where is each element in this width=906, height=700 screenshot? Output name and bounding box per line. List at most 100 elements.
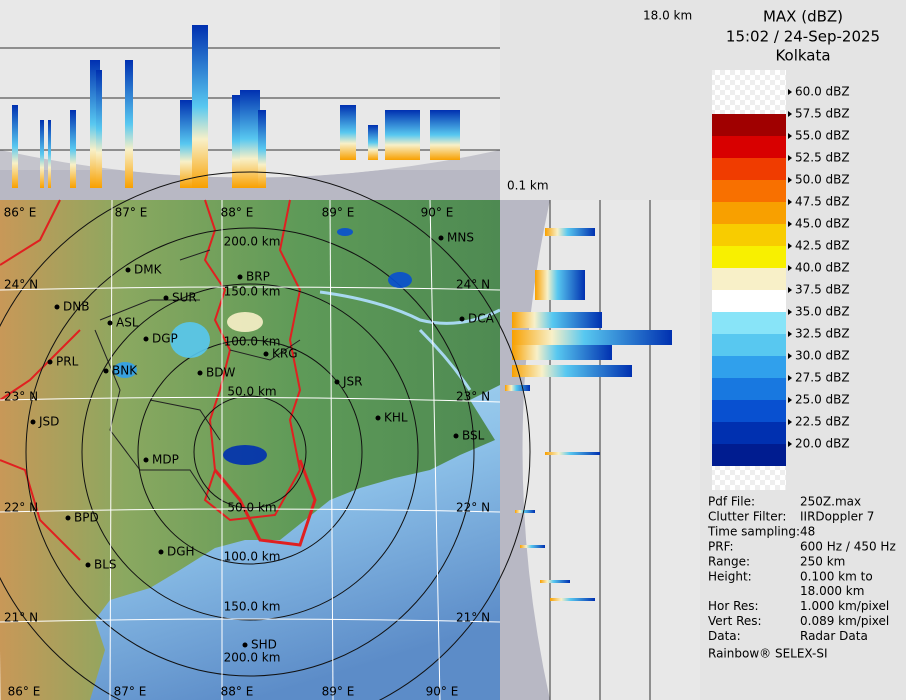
city-label: MDP [152, 453, 179, 467]
legend-swatch [712, 290, 786, 312]
echo [192, 25, 208, 188]
info-value: 1.000 km/pixel [800, 599, 889, 613]
legend-label: 25.0 dBZ [795, 393, 850, 407]
legend-tick [788, 265, 792, 271]
lon-label: 90° E [426, 685, 459, 699]
map-labels: 86° E 87° E 88° E 89° E 90° E 86° E 87° E 88° E… [4, 206, 495, 699]
legend-label: 30.0 dBZ [795, 349, 850, 363]
legend-swatch [712, 224, 786, 246]
city-dot [453, 433, 459, 439]
legend-label: 27.5 dBZ [795, 371, 850, 385]
range-label: 100.0 km [224, 550, 281, 564]
legend-swatch [712, 378, 786, 400]
top-profile [0, 0, 500, 200]
city-label: DCA [468, 312, 495, 326]
legend-tick [788, 309, 792, 315]
legend-swatch [712, 202, 786, 224]
title: MAX (dBZ) [763, 8, 843, 26]
city-dot [143, 336, 149, 342]
legend-label: 60.0 dBZ [795, 85, 850, 99]
lon-label: 90° E [421, 206, 454, 220]
city-dot [334, 379, 340, 385]
range-ring [81, 283, 419, 621]
info-value: Radar Data [800, 629, 868, 643]
city-label: KRG [272, 347, 298, 361]
lat-label: 22° N [456, 501, 490, 515]
range-label: 200.0 km [224, 651, 281, 665]
info-value: IIRDoppler 7 [800, 510, 874, 524]
range-label: 50.0 km [227, 501, 276, 515]
legend-swatch [712, 400, 786, 422]
range-ring [137, 339, 363, 565]
echo [96, 70, 102, 188]
legend-swatch [712, 158, 786, 180]
parallel [0, 618, 501, 623]
lon-label: 87° E [115, 206, 148, 220]
lat-label: 24° N [456, 278, 490, 292]
meridian [329, 199, 334, 700]
city-dot [242, 642, 248, 648]
legend-tick [788, 111, 792, 117]
echo [550, 598, 595, 601]
side-profile [500, 200, 700, 700]
legend: 60.0 dBZ 57.5 dBZ 55.0 dBZ 52.5 dBZ 50.0 dBZ… [712, 70, 850, 490]
legend-label: 57.5 dBZ [795, 107, 850, 121]
timestamp: 15:02 / 24-Sep-2025 [726, 28, 880, 46]
graticule [0, 171, 531, 700]
map: 86° E 87° E 88° E 89° E 90° E 86° E 87° E 88° E… [0, 171, 531, 700]
city-dot [125, 267, 131, 273]
lon-label: 86° E [8, 685, 41, 699]
echo [368, 125, 378, 160]
info-key: Data: [708, 629, 741, 643]
range-label: 200.0 km [224, 235, 281, 249]
echo [40, 120, 44, 188]
echo [70, 110, 76, 188]
echo [170, 322, 210, 358]
echo [232, 95, 240, 188]
boundary [0, 199, 302, 561]
echo [340, 105, 356, 160]
echo [240, 90, 260, 188]
city-label: BPD [74, 511, 99, 525]
legend-tick [788, 331, 792, 337]
echo [545, 228, 595, 236]
boundary [213, 459, 317, 547]
info-key: Pdf File: [708, 495, 755, 509]
legend-label: 45.0 dBZ [795, 217, 850, 231]
legend-swatch [712, 268, 786, 290]
echo [545, 452, 600, 455]
legend-label: 40.0 dBZ [795, 261, 850, 275]
range-label: 100.0 km [224, 335, 281, 349]
info-value: 250 km [800, 555, 845, 569]
meridian [109, 199, 113, 700]
echo [540, 580, 570, 583]
legend-label: 52.5 dBZ [795, 151, 850, 165]
legend-tick [788, 419, 792, 425]
legend-swatch [712, 136, 786, 158]
range-ring [0, 171, 531, 700]
city-label: KHL [384, 411, 408, 425]
lon-label: 88° E [221, 206, 254, 220]
lon-label: 89° E [322, 206, 355, 220]
echo [505, 385, 530, 391]
echo [515, 510, 535, 513]
echo [385, 110, 420, 160]
legend-label: 35.0 dBZ [795, 305, 850, 319]
city-dot [163, 295, 169, 301]
echo [258, 110, 266, 188]
legend-tick [788, 221, 792, 227]
top-height-label: 18.0 km [643, 9, 692, 23]
city-dot [375, 415, 381, 421]
legend-tick [788, 441, 792, 447]
lon-label: 89° E [322, 685, 355, 699]
river [319, 290, 501, 391]
legend-tick [788, 89, 792, 95]
lat-label: 24° N [4, 278, 38, 292]
echo [12, 105, 18, 188]
info-key: Vert Res: [708, 614, 762, 628]
city-label: ASL [116, 316, 139, 330]
echo-group [113, 228, 412, 465]
legend-tick [788, 177, 792, 183]
legend-swatch [712, 334, 786, 356]
